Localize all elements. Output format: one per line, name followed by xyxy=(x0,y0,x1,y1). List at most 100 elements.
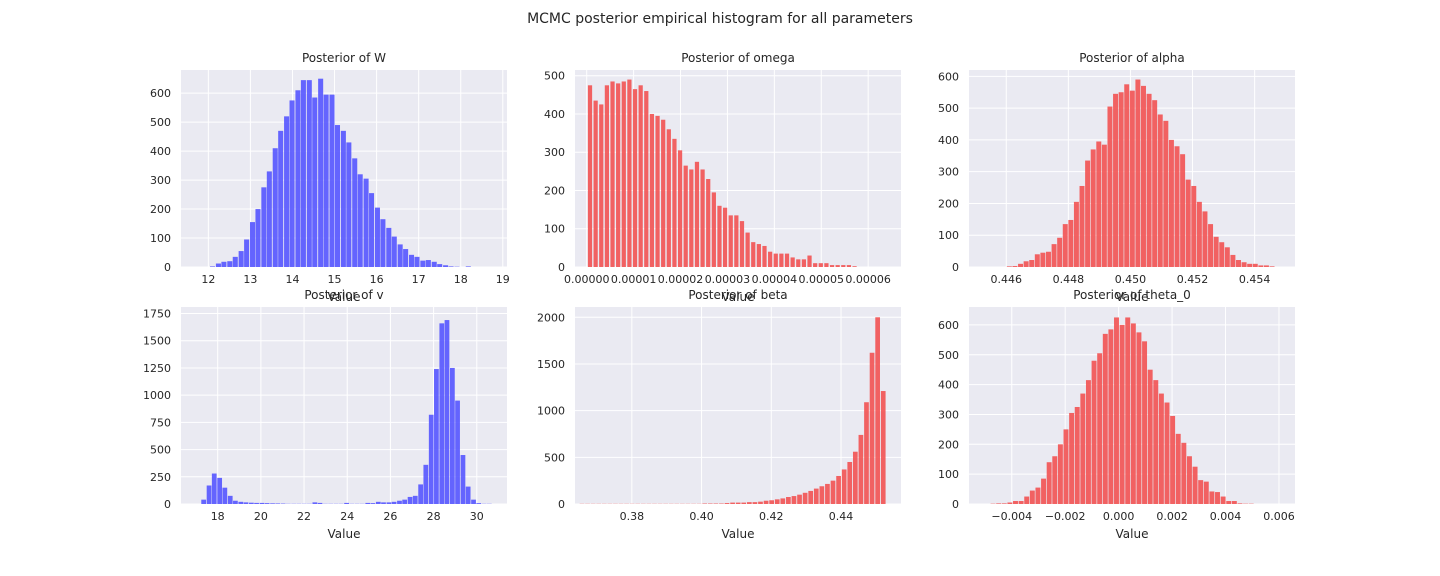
histogram-bar xyxy=(587,85,593,268)
y-tick-label: 300 xyxy=(938,408,959,421)
histogram-bar xyxy=(756,244,761,267)
histogram-bar xyxy=(1113,93,1119,267)
histogram-bar xyxy=(1029,260,1035,267)
histogram-bar xyxy=(1186,456,1192,504)
histogram-bar xyxy=(1263,265,1269,267)
y-tick-label: 400 xyxy=(938,134,959,147)
histogram-bar xyxy=(1001,503,1007,504)
histogram-bar xyxy=(830,480,836,504)
y-tick-label: 100 xyxy=(150,232,171,245)
histogram-bar xyxy=(323,94,329,267)
y-tick-label: 200 xyxy=(544,184,565,197)
histogram-bar xyxy=(317,502,323,504)
histogram-bar xyxy=(1018,501,1024,504)
histogram-bar xyxy=(1226,501,1232,504)
histogram-bar xyxy=(344,502,349,504)
histogram-bar xyxy=(357,174,363,267)
histogram-bar xyxy=(869,352,875,504)
x-tick-label: 0.38 xyxy=(620,510,645,523)
histogram-bar xyxy=(380,219,386,267)
histogram-bar xyxy=(847,461,853,504)
histogram-bar xyxy=(1013,501,1018,504)
histogram-bar xyxy=(1057,444,1063,504)
subplot-title: Posterior of W xyxy=(302,51,386,65)
histogram-bar xyxy=(233,500,238,504)
histogram-bar xyxy=(769,500,774,504)
histogram-bar xyxy=(1180,154,1186,267)
histogram-bar xyxy=(875,317,880,504)
histogram-bar xyxy=(1157,114,1163,267)
x-tick-label: 0.454 xyxy=(1239,273,1271,286)
histogram-bar xyxy=(391,236,397,267)
histogram-bar xyxy=(374,207,380,267)
histogram-bar xyxy=(762,245,767,267)
histogram-bar xyxy=(1203,481,1209,504)
histogram-bar xyxy=(397,500,402,504)
histogram-bar xyxy=(1237,503,1243,504)
histogram-bar xyxy=(369,193,375,267)
x-axis-label: Value xyxy=(722,527,755,541)
histogram-bar xyxy=(824,263,829,267)
plot-area xyxy=(575,307,901,504)
x-tick-label: 0.452 xyxy=(1177,273,1209,286)
histogram-bar xyxy=(334,125,341,267)
histogram-bar xyxy=(1158,393,1164,504)
histogram-bar xyxy=(786,496,791,504)
histogram-bar xyxy=(616,83,621,267)
histogram-bar xyxy=(852,451,858,504)
y-tick-label: 2000 xyxy=(537,311,565,324)
histogram-bar xyxy=(1057,237,1063,267)
histogram-bar xyxy=(784,253,790,267)
histogram-bar xyxy=(1213,236,1219,267)
histogram-bar xyxy=(1252,263,1258,267)
histogram-bar xyxy=(1141,85,1146,267)
histogram-bar xyxy=(610,81,615,267)
histogram-bar xyxy=(295,90,301,267)
histogram-bar xyxy=(444,320,450,504)
histogram-bar xyxy=(1247,263,1253,267)
histogram-bar xyxy=(1130,323,1136,504)
histogram-bar xyxy=(1241,262,1247,267)
histogram-bar xyxy=(1073,201,1079,267)
histogram-bar xyxy=(403,249,409,267)
histogram-bar xyxy=(206,485,212,504)
histogram-bar xyxy=(1029,490,1035,504)
x-tick-label: 12 xyxy=(201,273,215,286)
histogram-bar xyxy=(1146,93,1152,267)
histogram-bar xyxy=(261,187,267,267)
y-tick-label: 500 xyxy=(938,102,959,115)
y-tick-label: 1250 xyxy=(143,362,171,375)
histogram-bar xyxy=(340,130,346,267)
histogram-bar xyxy=(437,264,443,267)
histogram-bar xyxy=(211,473,217,504)
histogram-bar xyxy=(352,158,358,267)
histogram-bar xyxy=(717,205,722,267)
histogram-bar xyxy=(632,89,638,267)
histogram-bar xyxy=(418,484,424,504)
histogram-bar xyxy=(244,239,250,267)
x-tick-label: 0.006 xyxy=(1263,510,1295,523)
histogram-bar xyxy=(423,464,429,504)
histogram-bar xyxy=(289,100,295,267)
histogram-bar xyxy=(460,455,466,504)
histogram-bar xyxy=(773,253,778,267)
x-tick-label: 18 xyxy=(211,510,225,523)
x-tick-label: −0.002 xyxy=(1045,510,1086,523)
histogram-bar xyxy=(425,260,431,267)
y-tick-label: 300 xyxy=(150,174,171,187)
y-tick-label: 500 xyxy=(544,70,565,83)
histogram-bar xyxy=(644,91,649,267)
histogram-bar xyxy=(1062,224,1068,267)
histogram-bar xyxy=(1046,462,1052,504)
histogram-bar xyxy=(1220,496,1226,504)
histogram-bar xyxy=(238,501,244,504)
histogram-bar xyxy=(312,502,318,504)
histogram-bar xyxy=(852,266,857,267)
y-tick-label: 600 xyxy=(938,70,959,83)
y-tick-label: 750 xyxy=(150,416,171,429)
y-tick-label: 500 xyxy=(544,451,565,464)
subplot-omega: 0.00000 0.00001 0.00002 0.00003 0.00004 0.000… xyxy=(544,51,901,304)
histogram-bar xyxy=(1102,333,1108,504)
histogram-bar xyxy=(722,207,728,267)
x-tick-label: 0.002 xyxy=(1156,510,1188,523)
